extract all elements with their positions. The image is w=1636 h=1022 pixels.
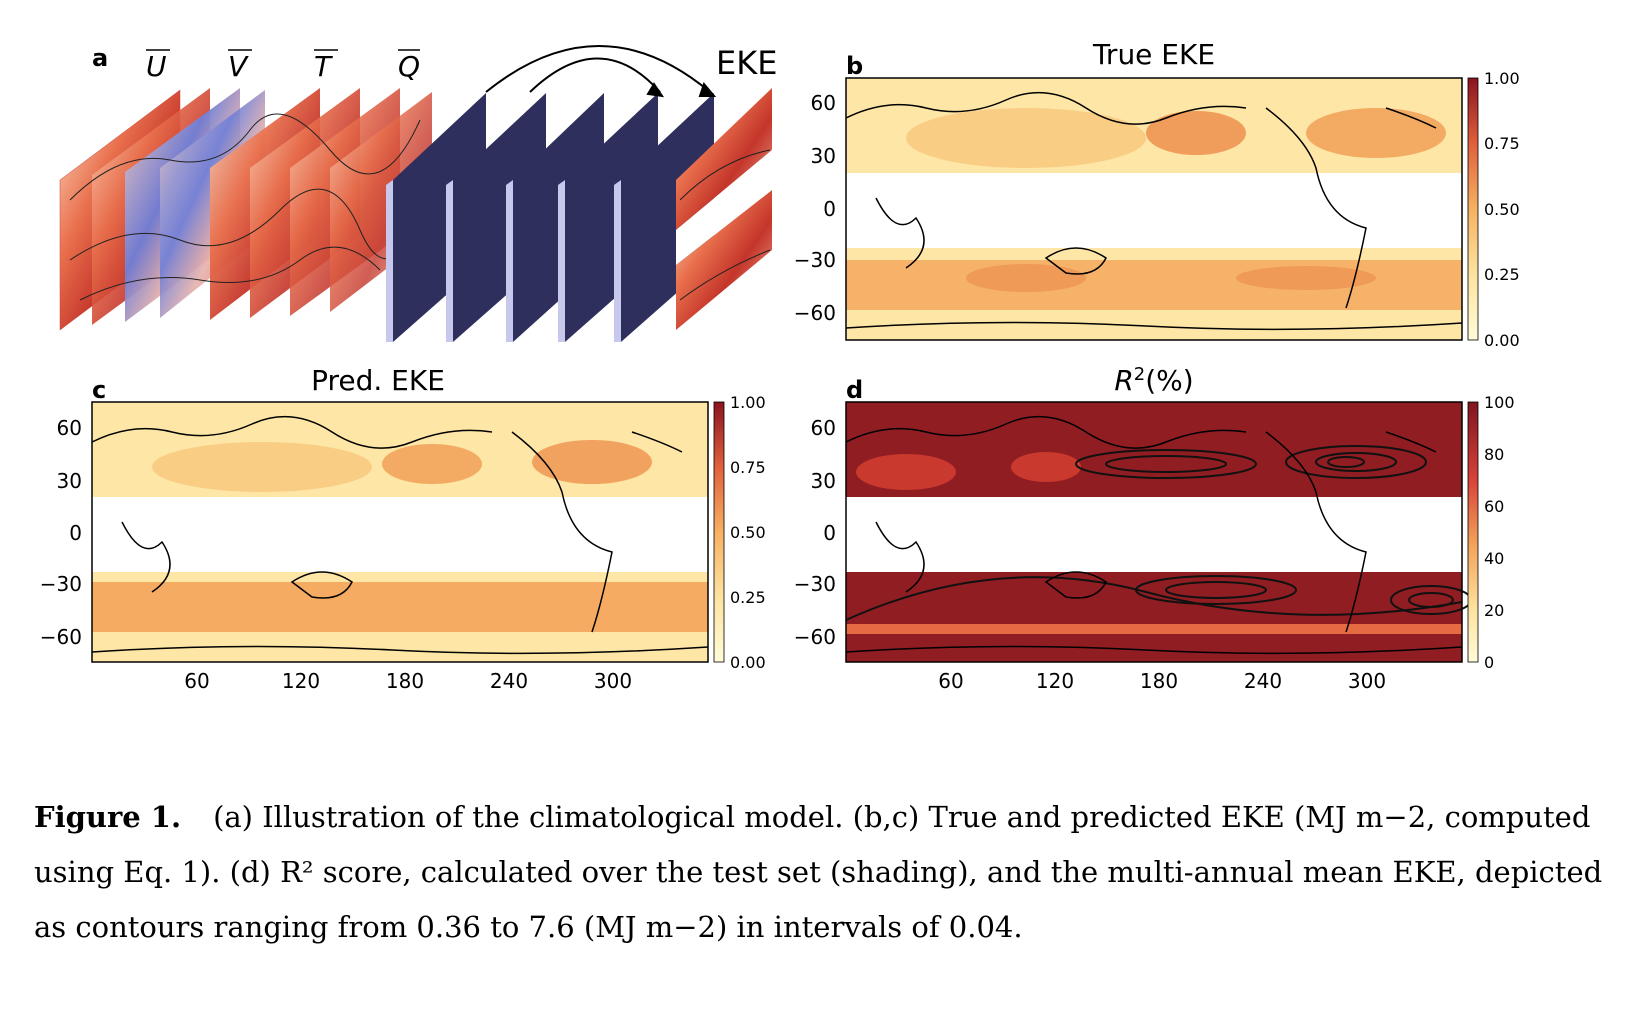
cbar-tick: 40 xyxy=(1484,549,1504,568)
cbar-tick: 1.00 xyxy=(730,393,766,412)
cbar-tick: 0.00 xyxy=(1484,331,1520,350)
lat-tick: −30 xyxy=(794,572,836,596)
panel-b-letter: b xyxy=(846,52,863,80)
colorbar-b: 1.00 0.75 0.50 0.25 0.00 xyxy=(1467,69,1520,350)
map-d xyxy=(845,401,1472,663)
cbar-tick: 0.75 xyxy=(730,458,766,477)
cbar-tick: 0.75 xyxy=(1484,134,1520,153)
lat-tick: 0 xyxy=(823,521,836,545)
colorbar-c: 1.00 0.75 0.50 0.25 0.00 xyxy=(713,393,766,672)
lon-tick: 120 xyxy=(1036,669,1074,693)
lon-tick: 240 xyxy=(1244,669,1282,693)
cbar-tick: 20 xyxy=(1484,601,1504,620)
figure-caption: Figure 1. (a) Illustration of the climato… xyxy=(34,790,1604,955)
lat-ticks-b: 60 30 0 −30 −60 xyxy=(794,91,836,325)
lat-tick: 30 xyxy=(57,469,82,493)
cbar-tick: 80 xyxy=(1484,445,1504,464)
lat-tick: 60 xyxy=(811,91,836,115)
input-label-t: T xyxy=(314,50,333,83)
panel-b: b True EKE 60 30 0 xyxy=(794,38,1520,350)
eke-contours xyxy=(845,445,1472,621)
panel-c: c Pred. EKE 60 30 0 −30 xyxy=(40,364,766,693)
output-field xyxy=(676,88,772,330)
lat-tick: 30 xyxy=(811,469,836,493)
lon-ticks-d: 60 120 180 240 300 xyxy=(938,669,1386,693)
lat-tick: 60 xyxy=(811,416,836,440)
input-labels: U V T Q xyxy=(146,49,420,83)
panel-b-title: True EKE xyxy=(1092,38,1215,71)
lat-tick: −30 xyxy=(40,572,82,596)
lon-tick: 60 xyxy=(938,669,963,693)
output-label-eke: EKE xyxy=(716,44,777,82)
lon-tick: 60 xyxy=(184,669,209,693)
input-label-q: Q xyxy=(398,50,420,83)
lon-tick: 120 xyxy=(282,669,320,693)
lon-tick: 240 xyxy=(490,669,528,693)
lat-tick: −60 xyxy=(794,301,836,325)
cbar-tick: 60 xyxy=(1484,497,1504,516)
panel-d: d R2(%) xyxy=(794,364,1515,694)
coastlines xyxy=(845,91,1463,331)
lat-tick: −60 xyxy=(794,625,836,649)
map-b xyxy=(845,77,1463,341)
panel-d-letter: d xyxy=(846,376,863,404)
cbar-tick: 0.25 xyxy=(1484,265,1520,284)
lat-ticks-d: 60 30 0 −30 −60 xyxy=(794,416,836,649)
lat-tick: 0 xyxy=(823,197,836,221)
coastlines xyxy=(91,415,709,655)
cnn-blocks xyxy=(386,93,714,342)
map-c xyxy=(91,401,709,663)
cbar-tick: 0.50 xyxy=(730,523,766,542)
lat-tick: 30 xyxy=(811,144,836,168)
panel-c-letter: c xyxy=(92,376,106,404)
lat-ticks-c: 60 30 0 −30 −60 xyxy=(40,416,82,649)
panel-a-letter: a xyxy=(92,44,108,72)
cbar-tick: 0.50 xyxy=(1484,200,1520,219)
lon-tick: 180 xyxy=(386,669,424,693)
lat-tick: −30 xyxy=(794,248,836,272)
panel-a: a U V T Q EKE xyxy=(59,44,777,342)
cbar-tick: 0.00 xyxy=(730,653,766,672)
skip-arrows xyxy=(485,45,717,98)
lon-tick: 180 xyxy=(1140,669,1178,693)
lon-tick: 300 xyxy=(1348,669,1386,693)
input-label-u: U xyxy=(146,50,167,83)
lon-ticks-c: 60 120 180 240 300 xyxy=(184,669,632,693)
caption-text: (a) Illustration of the climatological m… xyxy=(34,800,1603,944)
cbar-tick: 100 xyxy=(1484,393,1515,412)
panel-d-title: R2(%) xyxy=(1114,364,1193,398)
cbar-tick: 0 xyxy=(1484,653,1494,672)
lat-tick: −60 xyxy=(40,625,82,649)
panel-c-title: Pred. EKE xyxy=(311,364,445,397)
colorbar-d: 100 80 60 40 20 0 xyxy=(1467,393,1515,672)
lat-tick: 60 xyxy=(57,416,82,440)
coastlines xyxy=(845,415,1463,655)
cbar-tick: 1.00 xyxy=(1484,69,1520,88)
figure-graphic: a U V T Q EKE xyxy=(40,38,1520,694)
input-field-stack xyxy=(59,88,432,331)
lat-tick: 0 xyxy=(69,521,82,545)
lon-tick: 300 xyxy=(594,669,632,693)
cbar-tick: 0.25 xyxy=(730,588,766,607)
input-label-v: V xyxy=(228,50,249,83)
caption-label: Figure 1. xyxy=(34,800,182,834)
